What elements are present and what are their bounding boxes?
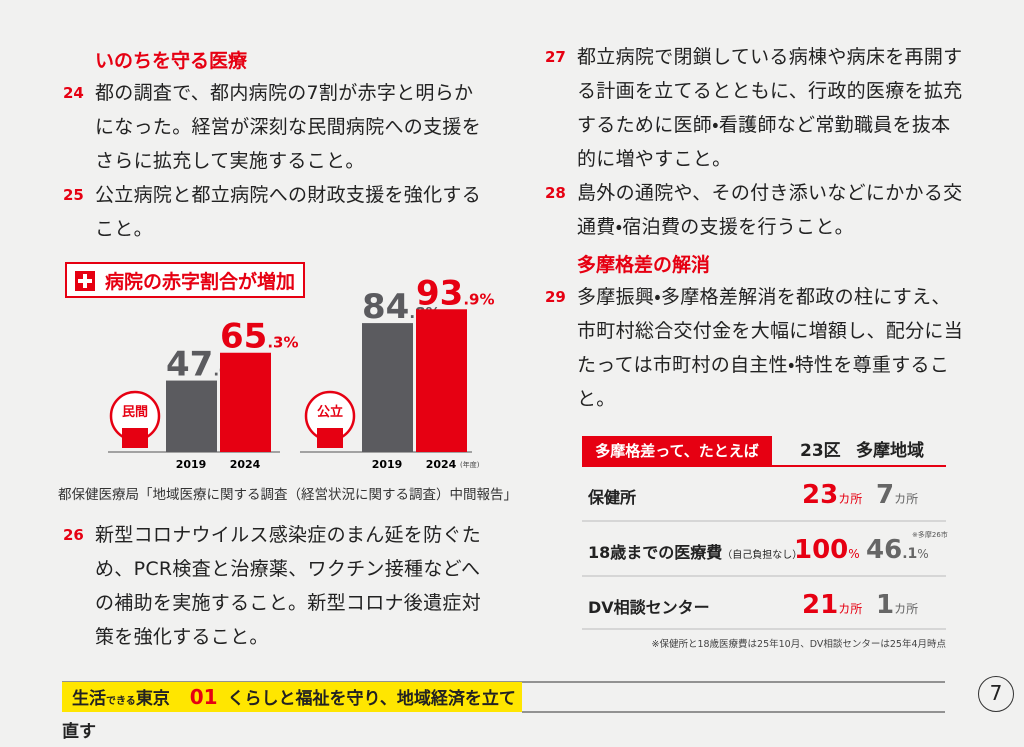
cell-value: 21	[802, 590, 839, 620]
x-tick-label: 2019	[372, 458, 403, 471]
graphics: 民間47.0%201965.3%2024公立84.8%201993.9%2024…	[62, 273, 946, 713]
table-footnote: ※保健所と18歳医療費は25年10月、DV相談センターは25年4月時点	[651, 639, 946, 650]
row-label: 保健所	[588, 488, 637, 507]
cell-unit: %	[917, 547, 929, 561]
column-header: 23区	[800, 441, 841, 461]
cell-value: 23	[802, 480, 839, 510]
cell: 7カ所	[876, 480, 918, 514]
row-label: DV相談センター	[588, 598, 710, 617]
cell-unit: カ所	[894, 492, 919, 506]
row-label-note: （自己負担なし）	[722, 550, 803, 561]
panel-label: 民間	[122, 405, 148, 420]
chart-title-box: 病院の赤字割合が増加	[65, 262, 305, 298]
cell-note: ※多摩26市	[912, 531, 948, 539]
bar	[220, 352, 271, 452]
cell-value: 100	[794, 535, 849, 565]
cell: 1カ所	[876, 590, 918, 624]
item-number: 29	[545, 288, 566, 306]
x-tick-label: 2024	[230, 458, 261, 471]
item-number: 27	[545, 48, 566, 66]
item-number: 26	[63, 526, 84, 544]
brand-end: 東京	[135, 689, 170, 709]
bar	[416, 309, 467, 452]
cell: 23カ所	[802, 480, 862, 514]
bar	[362, 323, 413, 452]
plus-icon	[75, 271, 95, 291]
cell: 46.1%	[866, 535, 929, 569]
item-text: 新型コロナウイルス感染症のまん延を防ぐため、PCR検査と治療薬、ワクチン接種など…	[95, 524, 482, 648]
footer-number: 01	[189, 685, 218, 709]
item-number: 28	[545, 184, 566, 202]
cell-unit: %	[848, 547, 860, 561]
axis-note: (年度)	[460, 460, 480, 469]
chart-source: 都保健医療局「地域医療に関する調査（経営状況に関する調査）中間報告」	[58, 487, 517, 503]
cell-unit: カ所	[838, 492, 863, 506]
item-text: 都立病院で閉鎖している病棟や病床を再開する計画を立てるとともに、行政的医療を拡充…	[577, 46, 963, 170]
cell-value: 46.1	[866, 535, 918, 565]
panel-label: 公立	[317, 404, 343, 420]
item-text: 都の調査で、都内病院の7割が赤字と明らかになった。経営が深刻な民間病院への支援を…	[95, 82, 482, 172]
item-number: 25	[63, 186, 84, 204]
section-heading: いのちを守る医療	[95, 50, 248, 72]
item-text: 多摩振興・多摩格差解消を都政の柱にすえ、市町村総合交付金を大幅に増額し、配分に当…	[577, 286, 964, 410]
value-label: 93.9%	[416, 273, 495, 313]
chart-title: 病院の赤字割合が増加	[105, 271, 296, 293]
column-header: 多摩地域	[856, 441, 924, 461]
brand-main: 生活	[72, 689, 106, 709]
hospital-icon	[317, 428, 343, 448]
item-text: 島外の通院や、その付き添いなどにかかる交通費・宿泊費の支援を行うこと。	[577, 182, 963, 238]
x-tick-label: 2019	[176, 458, 207, 471]
row-label-text: 18歳までの医療費	[588, 543, 723, 562]
cell: 21カ所	[802, 590, 862, 624]
value-label: 65.3%	[220, 317, 299, 357]
hospital-icon	[122, 428, 148, 448]
section-heading: 多摩格差の解消	[577, 254, 711, 276]
row-label: 18歳までの医療費（自己負担なし）	[588, 539, 802, 563]
x-tick-label: 2024	[426, 458, 457, 471]
page: page {"sections": [ {"heading": "いのちを守る医…	[58, 46, 1014, 742]
bar	[166, 380, 217, 452]
table-title: 多摩格差って、たとえば	[582, 436, 772, 466]
cell: 100%	[794, 535, 860, 569]
item-text: 公立病院と都立病院への財政支援を強化すること。	[95, 184, 482, 240]
item-number: 24	[63, 84, 84, 102]
brand-small: できる	[106, 696, 136, 707]
footer-bar: 生活できる東京 01 くらしと福祉を守り、地域経済を立て直す	[62, 682, 522, 742]
cell-value: 7	[876, 480, 895, 510]
cell-unit: カ所	[838, 602, 863, 616]
page-body: 民間47.0%201965.3%2024公立84.8%201993.9%2024…	[58, 46, 1014, 742]
cell-unit: カ所	[894, 602, 919, 616]
cell-value: 1	[876, 590, 895, 620]
page-number: 7	[978, 676, 1014, 712]
